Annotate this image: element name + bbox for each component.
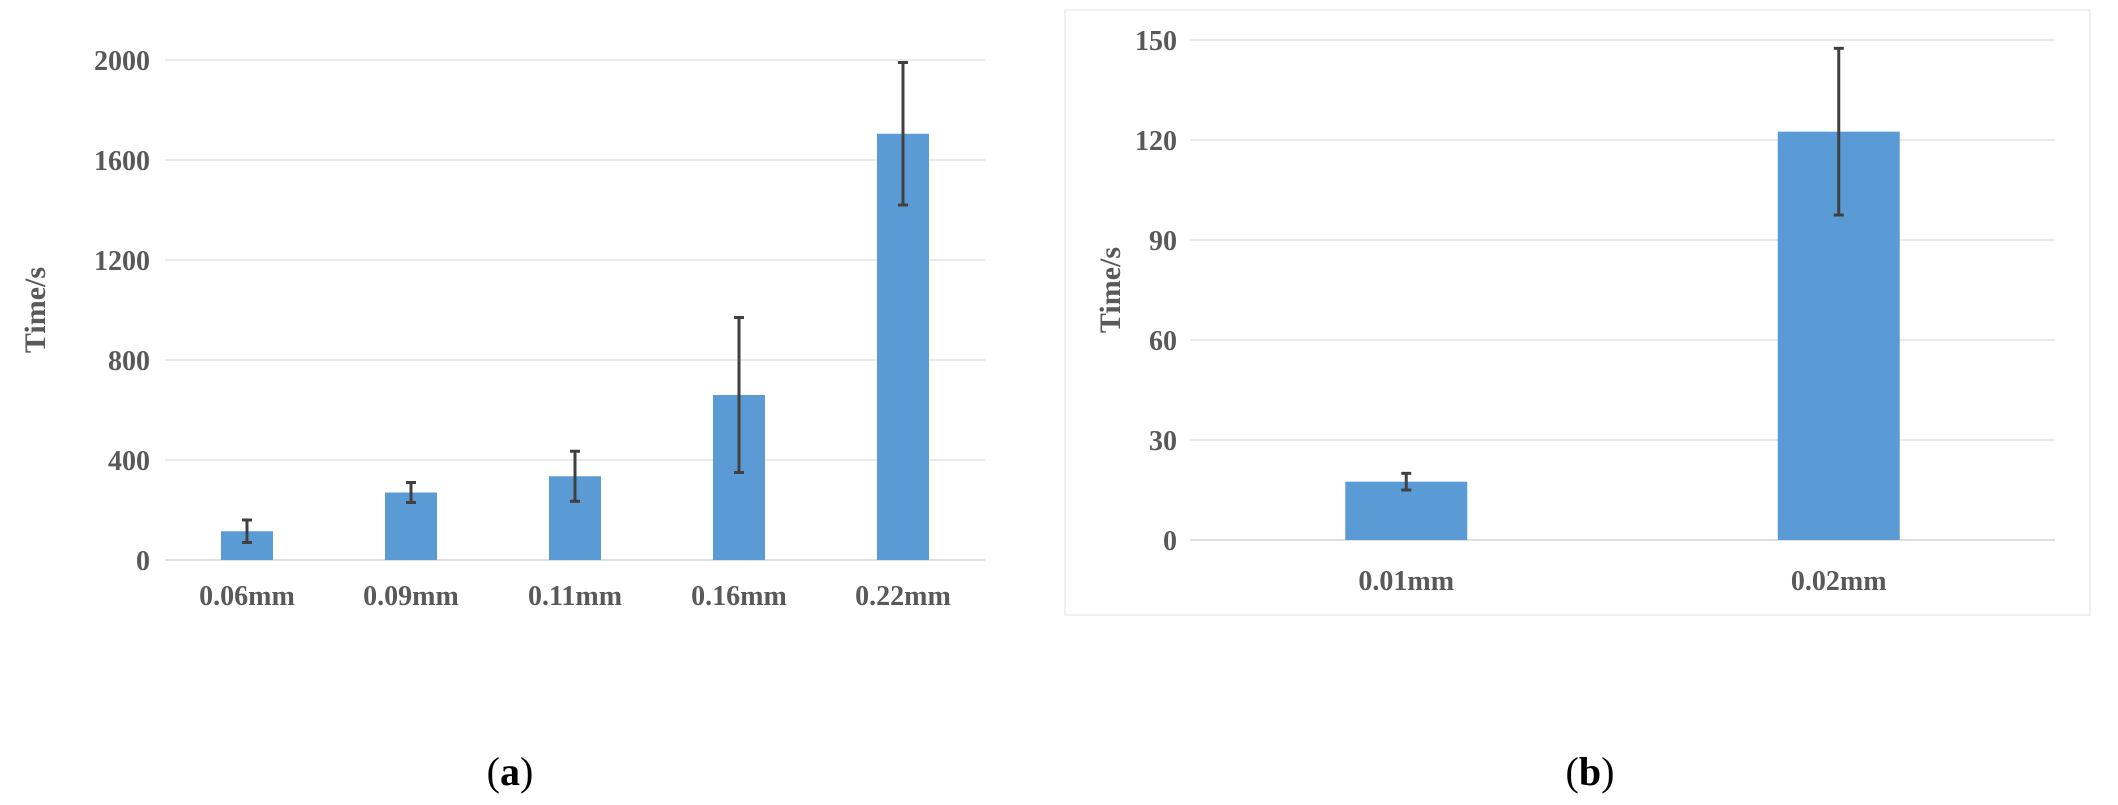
caption-b-letter: b <box>1579 749 1601 794</box>
y-tick-label: 400 <box>108 446 150 477</box>
x-category-label: 0.11mm <box>528 581 622 612</box>
x-category-label: 0.22mm <box>855 581 951 612</box>
chart-panel-b: 0 30 60 90 120 150 Time/s 0.01mm 0.02mm <box>1064 9 2091 616</box>
y-tick-label: 60 <box>1149 326 1177 357</box>
x-category-label: 0.06mm <box>199 581 295 612</box>
y-tick-label: 90 <box>1149 226 1177 257</box>
y-axis-title: Time/s <box>1094 247 1127 333</box>
y-tick-label: 0 <box>136 546 150 577</box>
caption-b: (b) <box>1566 749 1615 794</box>
y-tick-label: 150 <box>1135 26 1177 57</box>
x-category-label: 0.09mm <box>363 581 459 612</box>
y-axis-title: Time/s <box>19 267 52 353</box>
x-category-label: 0.16mm <box>691 581 787 612</box>
y-tick-label: 120 <box>1135 126 1177 157</box>
x-category-label: 0.01mm <box>1358 566 1454 597</box>
y-tick-label: 1200 <box>94 246 150 277</box>
caption-a: (a) <box>487 749 534 794</box>
y-tick-label: 2000 <box>94 46 150 77</box>
x-category-label: 0.02mm <box>1791 566 1887 597</box>
y-tick-label: 1600 <box>94 146 150 177</box>
y-tick-label: 30 <box>1149 426 1177 457</box>
chart-frame <box>1064 9 2091 616</box>
chart-panel-a: 0 400 800 1200 1600 2000 Time/s 0.06mm 0.09mm 0.1… <box>19 46 985 612</box>
y-tick-label: 800 <box>108 346 150 377</box>
caption-a-letter: a <box>500 749 520 794</box>
y-tick-label: 0 <box>1163 526 1177 557</box>
